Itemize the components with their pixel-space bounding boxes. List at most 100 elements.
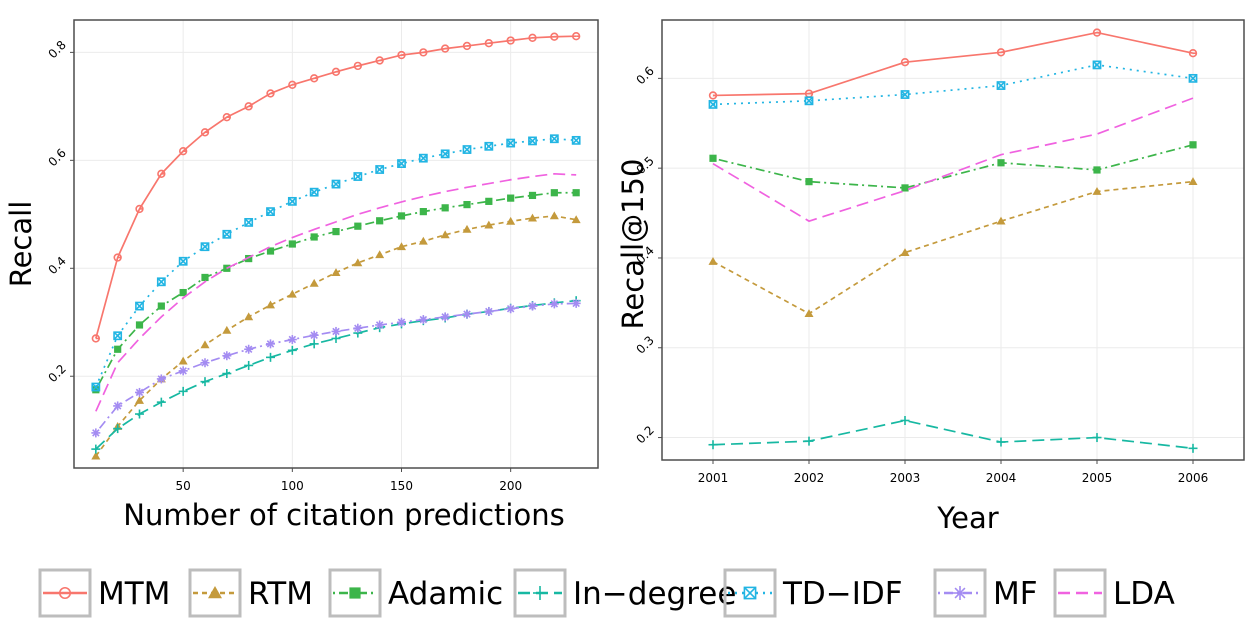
series-group bbox=[91, 32, 581, 460]
data-point bbox=[1092, 187, 1102, 195]
data-point bbox=[507, 194, 515, 202]
legend-label: MTM bbox=[98, 576, 170, 612]
data-point bbox=[528, 213, 537, 222]
legend-key-box bbox=[723, 568, 777, 618]
data-point bbox=[376, 217, 384, 225]
data-point bbox=[550, 32, 559, 41]
series-adamic bbox=[92, 189, 580, 394]
data-point bbox=[418, 315, 428, 325]
y-tick-label: 0.6 bbox=[45, 146, 68, 169]
data-point bbox=[1092, 60, 1102, 70]
x-axis-label: Year bbox=[936, 501, 998, 535]
data-point bbox=[353, 61, 363, 71]
data-point bbox=[571, 135, 581, 145]
series-mtm bbox=[91, 32, 581, 343]
data-point bbox=[91, 444, 101, 454]
data-point bbox=[331, 67, 341, 76]
data-point bbox=[266, 352, 275, 362]
y-tick-label: 0.8 bbox=[45, 38, 68, 61]
data-point bbox=[463, 200, 471, 209]
data-point bbox=[200, 242, 210, 252]
data-point bbox=[353, 323, 363, 333]
x-tick-label: 2002 bbox=[794, 471, 825, 485]
data-point bbox=[708, 257, 718, 265]
data-point bbox=[266, 339, 275, 349]
data-point bbox=[200, 358, 210, 368]
x-tick-label: 100 bbox=[281, 479, 304, 493]
data-point bbox=[484, 220, 494, 229]
data-point bbox=[222, 325, 232, 334]
x-axis-label: Number of citation predictions bbox=[123, 498, 564, 532]
data-point bbox=[804, 96, 814, 106]
data-point bbox=[900, 90, 910, 99]
data-point bbox=[375, 56, 384, 65]
legend-key-box bbox=[328, 568, 382, 618]
recall-vs-predictions-panel: 50 100 150 200 0.2 0.4 0.6 0.8 Number of citati… bbox=[4, 19, 599, 532]
data-point bbox=[571, 32, 581, 41]
data-point bbox=[440, 230, 450, 239]
data-point bbox=[156, 374, 166, 384]
data-point bbox=[397, 212, 406, 220]
data-point bbox=[287, 196, 297, 206]
data-point bbox=[331, 179, 341, 189]
legend: MTM RTM Adamic In−degree TD−IDF MF LDA bbox=[38, 568, 1175, 618]
legend-key-marker bbox=[533, 586, 547, 600]
data-point bbox=[156, 277, 166, 287]
data-point bbox=[397, 50, 406, 60]
series-line bbox=[712, 180, 1194, 315]
series-td-idf bbox=[708, 60, 1198, 109]
data-point bbox=[354, 222, 362, 230]
data-point bbox=[200, 128, 210, 137]
data-point bbox=[708, 100, 718, 109]
y-tick-label: 0.6 bbox=[633, 64, 656, 87]
data-point bbox=[245, 254, 253, 263]
data-point bbox=[900, 415, 910, 425]
x-tick-label: 50 bbox=[176, 479, 191, 493]
data-point bbox=[156, 397, 166, 407]
series-line bbox=[712, 143, 1194, 189]
data-point bbox=[375, 320, 385, 330]
data-point bbox=[1092, 433, 1102, 443]
data-point bbox=[201, 273, 209, 282]
data-point bbox=[484, 306, 494, 316]
legend-key-marker bbox=[208, 586, 222, 599]
plot-background bbox=[662, 20, 1244, 460]
data-point bbox=[506, 304, 516, 314]
data-point bbox=[135, 387, 144, 397]
data-point bbox=[331, 268, 341, 276]
recall150-by-year-panel: 2001 2002 2003 2004 2005 20060.20.30.40.50.6 … bbox=[616, 19, 1245, 535]
data-point bbox=[244, 344, 254, 354]
legend-key-box bbox=[188, 568, 242, 618]
data-point bbox=[222, 369, 232, 379]
legend-label: MF bbox=[993, 576, 1038, 612]
data-point bbox=[506, 138, 516, 148]
plot-frame bbox=[661, 19, 1245, 461]
legend-key-box bbox=[933, 568, 987, 618]
legend-key-box bbox=[38, 568, 92, 618]
series-td-idf bbox=[91, 134, 581, 392]
legend-item-mf: MF bbox=[933, 568, 1038, 618]
data-point bbox=[419, 208, 427, 216]
data-point bbox=[397, 159, 406, 168]
data-point bbox=[113, 424, 123, 434]
series-line bbox=[95, 137, 577, 388]
data-point bbox=[331, 326, 341, 336]
data-point bbox=[309, 330, 319, 340]
data-point bbox=[440, 149, 450, 159]
data-point bbox=[178, 386, 188, 396]
data-point bbox=[309, 339, 319, 349]
data-point bbox=[571, 215, 581, 224]
data-point bbox=[462, 41, 472, 51]
series-line bbox=[712, 97, 1194, 223]
series-line bbox=[95, 172, 577, 412]
legend-item-lda: LDA bbox=[1053, 568, 1175, 618]
data-point bbox=[222, 112, 232, 122]
data-point bbox=[397, 242, 406, 251]
legend-key-marker bbox=[953, 586, 967, 600]
series-mf bbox=[91, 298, 581, 438]
legend-label: RTM bbox=[248, 576, 313, 612]
data-point bbox=[550, 189, 558, 197]
data-point bbox=[178, 146, 188, 156]
data-point bbox=[900, 58, 910, 67]
